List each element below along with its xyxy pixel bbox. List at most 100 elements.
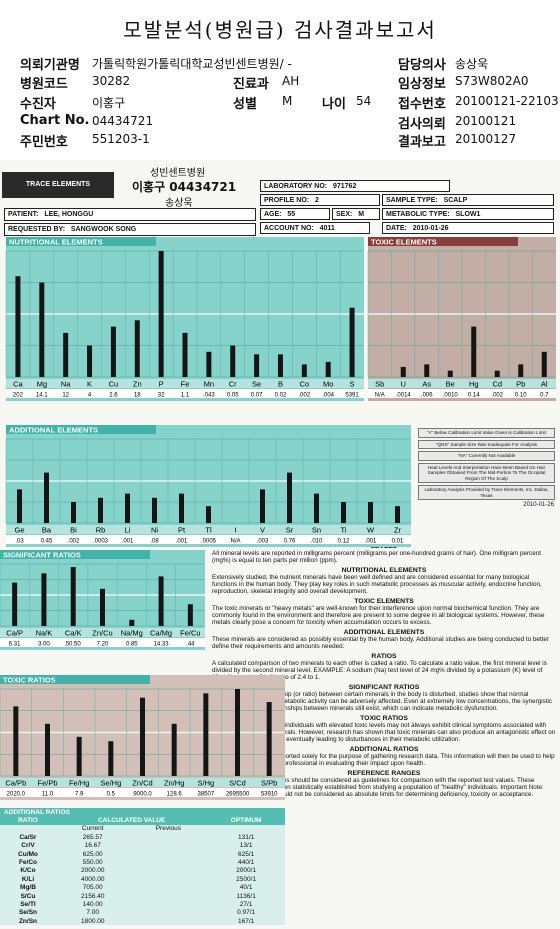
element-label: W — [367, 526, 375, 535]
field-value: 54 — [356, 94, 372, 108]
bar — [129, 619, 135, 626]
element-value: .043 — [203, 393, 215, 399]
bar — [230, 345, 236, 377]
element-value: .0005 — [201, 539, 217, 545]
bar — [341, 502, 346, 523]
table-row: Zn/Sn 1800.00 167/1 — [0, 917, 285, 925]
ratio-current: 550.00 — [82, 859, 103, 867]
element-value: .003 — [257, 539, 269, 545]
element-value: .002 — [68, 539, 80, 545]
element-label: Sr — [286, 526, 294, 535]
note-text: Extensively studied, the nutrient minera… — [212, 574, 542, 595]
bar — [203, 693, 209, 776]
field-value: 20100121 — [455, 114, 517, 128]
panel-title: TOXIC RATIOS — [3, 676, 56, 685]
bar — [76, 736, 82, 776]
panel-title: NUTRITIONAL ELEMENTS — [9, 238, 103, 247]
element-value: 2020.0 — [7, 792, 26, 798]
element-label: Ba — [42, 526, 52, 535]
report-title: 모발분석(병원급) 검사결과보고서 — [123, 18, 437, 42]
ratio-current: 705.00 — [82, 884, 103, 892]
note-text: These ratios are being reported solely f… — [212, 753, 555, 767]
bar — [518, 364, 524, 377]
element-label: B — [278, 380, 283, 389]
value-row — [6, 535, 411, 544]
value: SANGWOOK SONG — [70, 226, 137, 233]
label: ACCOUNT NO: — [264, 225, 314, 232]
value: 2010-01-26 — [412, 225, 449, 232]
value-row — [6, 389, 364, 398]
element-value: 0.5 — [107, 792, 116, 798]
label: SAMPLE TYPE: — [386, 197, 438, 204]
element-value: 202 — [13, 393, 24, 399]
info-cell: PATIENT: LEE, HONGGU — [4, 208, 256, 221]
subcolumn-header: Current — [81, 825, 104, 833]
element-label: Pt — [178, 526, 186, 535]
element-value: 38507 — [197, 792, 214, 798]
bar — [541, 351, 547, 377]
table-row: Ca/Sr 265.57 131/1 — [0, 833, 285, 841]
info-cell: REQUESTED BY: SANGWOOK SONG — [4, 223, 256, 236]
element-label: U — [401, 380, 406, 389]
note-text: The toxic minerals or "heavy metals" are… — [212, 605, 545, 626]
element-value: 0.7 — [540, 393, 549, 399]
ratio-name: Cu/Mo — [18, 850, 38, 858]
legend-item: "<" Below Calibration Limit Value Given … — [418, 428, 555, 438]
label: SEX: — [336, 211, 353, 218]
element-label: Mg — [37, 380, 47, 389]
table-title: ADDITIONAL RATIOS — [0, 808, 285, 817]
bar — [125, 493, 130, 523]
info-cell: LABORATORY NO: 971762 — [260, 180, 450, 192]
element-value: .001 — [122, 539, 134, 545]
field-label: 성별 — [233, 97, 257, 112]
field-label: 주민번호 — [20, 135, 68, 150]
panel-title-bg — [0, 675, 150, 684]
field-value: S73W802A0 — [455, 74, 529, 88]
field-label: 의뢰기관명 — [20, 58, 80, 73]
value: 971762 — [332, 183, 357, 190]
field-label: 접수번호 — [398, 97, 446, 112]
bar — [152, 497, 157, 523]
bar — [39, 282, 45, 377]
bar — [301, 364, 307, 377]
legend-item: "QNS" Sample Size Was Inadequate For Ana… — [418, 439, 555, 449]
element-value: 0.85 — [126, 642, 138, 648]
table-row: K/Co 2000.00 2000/1 — [0, 867, 285, 875]
label: REQUESTED BY: — [8, 226, 66, 233]
additional-ratios-table: ADDITIONAL RATIOS RATIO CALCULATED VALUE OP… — [0, 808, 285, 926]
field-label: 병원코드 — [20, 77, 68, 92]
element-label: Mn — [204, 380, 214, 389]
ratio-current: 2000.00 — [80, 867, 105, 875]
panel-title: ADDITIONAL ELEMENTS — [9, 426, 98, 435]
element-value: 7.20 — [97, 642, 109, 648]
ratio-optimum: 2500/1 — [236, 875, 257, 883]
info-cell: DATE: 2010-01-26 — [382, 222, 554, 234]
note-heading: TOXIC ELEMENTS — [354, 598, 414, 605]
element-value: .001 — [365, 539, 377, 545]
element-label: Mo — [323, 380, 333, 389]
panel-title-bg — [6, 425, 156, 434]
element-value: 2.6 — [109, 393, 118, 399]
field-label: 진료과 — [233, 77, 269, 92]
element-label: Zn — [133, 380, 142, 389]
bar — [325, 361, 331, 377]
info-cell: ACCOUNT NO: 4011 — [260, 222, 370, 234]
element-label: S — [350, 380, 355, 389]
handwritten: 이홍구 04434721 — [132, 180, 237, 194]
element-label: V — [260, 526, 265, 535]
bar — [260, 489, 265, 523]
field-value: 551203-1 — [92, 132, 150, 146]
note-text: It is important to note that individuals… — [212, 722, 556, 743]
element-label: Ti — [341, 526, 347, 535]
ratio-optimum: 40/1 — [239, 884, 253, 892]
subcolumn-header: Previous — [155, 825, 181, 833]
bar — [15, 276, 21, 377]
ratio-optimum: 2000/1 — [236, 867, 257, 875]
ratio-name: Fe/Co — [18, 859, 38, 867]
ratio-optimum: 440/1 — [237, 859, 255, 867]
element-value: N/A — [230, 539, 240, 545]
element-label: Sb — [375, 380, 384, 389]
element-label: Zn/Hg — [164, 779, 184, 788]
ratio-name: K/Li — [21, 875, 35, 883]
element-value: 128.6 — [167, 792, 183, 798]
